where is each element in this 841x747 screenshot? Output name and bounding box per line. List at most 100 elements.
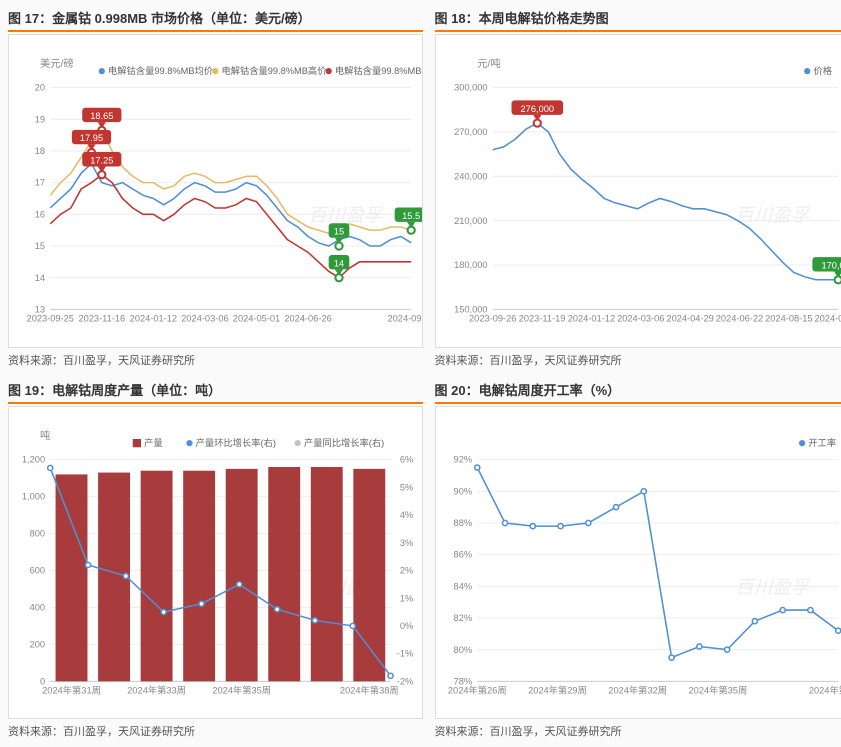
svg-text:88%: 88% bbox=[453, 518, 472, 528]
svg-text:-1%: -1% bbox=[397, 648, 413, 658]
svg-text:-2%: -2% bbox=[397, 676, 413, 686]
svg-text:92%: 92% bbox=[453, 454, 472, 464]
plot-area-17: 13141516171819202023-09-252023-11-162024… bbox=[27, 83, 422, 324]
svg-text:4%: 4% bbox=[400, 510, 413, 520]
svg-text:2023-11-16: 2023-11-16 bbox=[78, 314, 125, 324]
svg-text:17: 17 bbox=[35, 178, 45, 188]
svg-text:2024年第35周: 2024年第35周 bbox=[688, 684, 747, 695]
svg-text:2024年第33周: 2024年第33周 bbox=[127, 684, 186, 695]
title-row-17: 图 17：金属钴 0.998MB 市场价格（单位：美元/磅） bbox=[8, 8, 423, 32]
chart-box-17: 百川盈孚 美元/磅 电解钴含量99.8%MB均价 电解钴含量99.8%MB高价 … bbox=[8, 34, 423, 348]
svg-text:400: 400 bbox=[30, 602, 45, 612]
svg-text:2024-05-01: 2024-05-01 bbox=[233, 314, 280, 324]
svg-text:产量环比增长率(右): 产量环比增长率(右) bbox=[196, 437, 276, 448]
svg-text:82%: 82% bbox=[453, 613, 472, 623]
svg-text:16: 16 bbox=[35, 209, 45, 219]
svg-text:5%: 5% bbox=[400, 482, 413, 492]
svg-text:600: 600 bbox=[30, 565, 45, 575]
ylabel-19: 吨 bbox=[40, 429, 50, 442]
svg-text:20: 20 bbox=[35, 83, 45, 93]
svg-text:14: 14 bbox=[334, 258, 344, 268]
svg-text:2024年第38周: 2024年第38周 bbox=[808, 684, 841, 695]
chart-box-19: 百川盈孚 吨 产量 产量环比增长率(右) 产量同比增长率(右) 02004006… bbox=[8, 406, 423, 720]
svg-text:2024-01-12: 2024-01-12 bbox=[567, 314, 614, 324]
svg-text:170,000: 170,000 bbox=[821, 260, 841, 270]
svg-text:17.95: 17.95 bbox=[80, 133, 103, 143]
svg-text:2024年第35周: 2024年第35周 bbox=[212, 684, 271, 695]
svg-text:2%: 2% bbox=[400, 565, 413, 575]
watermark: 百川盈孚 bbox=[735, 576, 812, 597]
svg-text:18: 18 bbox=[35, 146, 45, 156]
svg-text:2024-03-06: 2024-03-06 bbox=[181, 314, 228, 324]
chart-svg-17: 百川盈孚 美元/磅 电解钴含量99.8%MB均价 电解钴含量99.8%MB高价 … bbox=[9, 35, 422, 347]
svg-text:15: 15 bbox=[35, 241, 45, 251]
watermark: 百川盈孚 bbox=[308, 205, 385, 226]
legend-19: 产量 产量环比增长率(右) 产量同比增长率(右) bbox=[133, 437, 384, 448]
source-18: 资料来源：百川盈孚，天风证券研究所 bbox=[435, 352, 841, 368]
svg-text:1%: 1% bbox=[400, 593, 413, 603]
chart-box-18: 百川盈孚 元/吨 价格 150,000180,000210,000240,000… bbox=[435, 34, 841, 348]
svg-text:2024-06-22: 2024-06-22 bbox=[715, 314, 762, 324]
svg-text:产量: 产量 bbox=[144, 437, 163, 448]
svg-text:240,000: 240,000 bbox=[454, 171, 488, 181]
chart-title-18: 图 18：本周电解钴价格走势图 bbox=[435, 11, 609, 26]
svg-text:86%: 86% bbox=[453, 549, 472, 559]
title-row-19: 图 19：电解钴周度产量（单位：吨） bbox=[8, 380, 423, 404]
svg-text:800: 800 bbox=[30, 528, 45, 538]
watermark: 百川盈孚 bbox=[735, 205, 812, 226]
svg-text:2023-09-25: 2023-09-25 bbox=[27, 314, 74, 324]
source-20: 资料来源：百川盈孚，天风证券研究所 bbox=[435, 723, 841, 739]
title-row-20: 图 20：电解钴周度开工率（%） bbox=[435, 380, 841, 404]
svg-text:0%: 0% bbox=[400, 621, 413, 631]
svg-text:开工率: 开工率 bbox=[808, 437, 836, 448]
source-17: 资料来源：百川盈孚，天风证券研究所 bbox=[8, 352, 423, 368]
chart-svg-19: 百川盈孚 吨 产量 产量环比增长率(右) 产量同比增长率(右) 02004006… bbox=[9, 407, 422, 719]
svg-text:2024-04-29: 2024-04-29 bbox=[666, 314, 713, 324]
svg-text:17.25: 17.25 bbox=[90, 155, 113, 165]
svg-text:180,000: 180,000 bbox=[454, 260, 488, 270]
svg-text:6%: 6% bbox=[400, 454, 413, 464]
svg-text:14: 14 bbox=[35, 273, 45, 283]
svg-text:80%: 80% bbox=[453, 644, 472, 654]
svg-text:270,000: 270,000 bbox=[454, 127, 488, 137]
ylabel-18: 元/吨 bbox=[477, 57, 500, 70]
svg-text:84%: 84% bbox=[453, 581, 472, 591]
svg-text:1,000: 1,000 bbox=[22, 491, 45, 501]
panel-20: 图 20：电解钴周度开工率（%） 百川盈孚 开工率 78%80%82%84%86… bbox=[435, 380, 841, 740]
svg-text:2024年第29周: 2024年第29周 bbox=[528, 684, 587, 695]
svg-text:2024-03-06: 2024-03-06 bbox=[617, 314, 664, 324]
svg-text:产量同比增长率(右): 产量同比增长率(右) bbox=[304, 437, 384, 448]
plot-area-20: 78%80%82%84%86%88%90%92%2024年第26周2024年第2… bbox=[447, 454, 841, 695]
chart-grid: 图 17：金属钴 0.998MB 市场价格（单位：美元/磅） 百川盈孚 美元/磅… bbox=[8, 8, 841, 739]
svg-text:2024年第26周: 2024年第26周 bbox=[447, 684, 506, 695]
panel-19: 图 19：电解钴周度产量（单位：吨） 百川盈孚 吨 产量 产量环比增长率(右) … bbox=[8, 380, 423, 740]
plot-area-19: 02004006008001,0001,200-2%-1%0%1%2%3%4%5… bbox=[22, 454, 413, 695]
svg-text:15: 15 bbox=[334, 227, 344, 237]
legend-18: 价格 bbox=[804, 65, 833, 76]
svg-text:1,200: 1,200 bbox=[22, 454, 45, 464]
svg-text:电解钴含量99.8%MB低价: 电解钴含量99.8%MB低价 bbox=[335, 65, 422, 76]
chart-box-20: 百川盈孚 开工率 78%80%82%84%86%88%90%92%2024年第2… bbox=[435, 406, 841, 720]
svg-text:19: 19 bbox=[35, 114, 45, 124]
svg-text:2023-09-26: 2023-09-26 bbox=[469, 314, 516, 324]
svg-text:2023-11-19: 2023-11-19 bbox=[518, 314, 565, 324]
svg-text:价格: 价格 bbox=[813, 65, 832, 76]
plot-area-18: 150,000180,000210,000240,000270,000300,0… bbox=[454, 83, 841, 324]
title-row-18: 图 18：本周电解钴价格走势图 bbox=[435, 8, 841, 32]
svg-text:210,000: 210,000 bbox=[454, 216, 488, 226]
panel-18: 图 18：本周电解钴价格走势图 百川盈孚 元/吨 价格 150,000180,0… bbox=[435, 8, 841, 368]
chart-title-17: 图 17：金属钴 0.998MB 市场价格（单位：美元/磅） bbox=[8, 11, 311, 26]
svg-text:电解钴含量99.8%MB高价: 电解钴含量99.8%MB高价 bbox=[221, 65, 326, 76]
svg-text:2024-09-26: 2024-09-26 bbox=[814, 314, 841, 324]
svg-text:2024年第38周: 2024年第38周 bbox=[340, 684, 399, 695]
svg-text:15.5: 15.5 bbox=[402, 211, 420, 221]
ylabel-17: 美元/磅 bbox=[40, 57, 74, 70]
panel-17: 图 17：金属钴 0.998MB 市场价格（单位：美元/磅） 百川盈孚 美元/磅… bbox=[8, 8, 423, 368]
svg-text:200: 200 bbox=[30, 639, 45, 649]
svg-text:2024年第31周: 2024年第31周 bbox=[42, 684, 101, 695]
legend-17: 电解钴含量99.8%MB均价 电解钴含量99.8%MB高价 电解钴含量99.8%… bbox=[99, 65, 422, 76]
legend-20: 开工率 bbox=[799, 437, 836, 448]
source-19: 资料来源：百川盈孚，天风证券研究所 bbox=[8, 723, 423, 739]
svg-text:2024-01-12: 2024-01-12 bbox=[130, 314, 177, 324]
svg-text:18.65: 18.65 bbox=[90, 111, 113, 121]
